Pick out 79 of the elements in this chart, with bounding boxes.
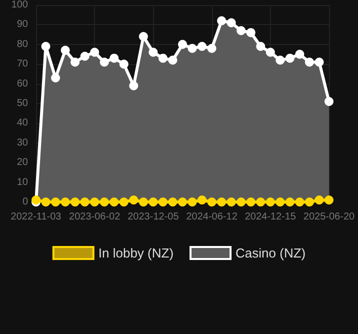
- point: [90, 48, 100, 57]
- point: [324, 196, 334, 205]
- point: [188, 198, 197, 206]
- x-tick-label: 2024-12-15: [244, 212, 296, 222]
- point: [51, 73, 60, 82]
- point: [304, 58, 314, 67]
- point: [119, 60, 128, 69]
- point: [285, 198, 294, 206]
- point: [198, 196, 207, 205]
- point: [304, 198, 314, 206]
- point: [217, 198, 226, 206]
- point: [188, 44, 197, 53]
- point: [207, 198, 216, 206]
- point: [129, 196, 138, 205]
- legend-label: In lobby (NZ): [98, 246, 174, 260]
- point: [138, 198, 148, 206]
- point: [138, 32, 148, 42]
- point: [207, 44, 216, 53]
- point: [41, 42, 50, 51]
- y-tick-label: 40: [16, 118, 28, 129]
- point: [226, 198, 236, 206]
- point: [295, 50, 304, 59]
- y-tick-label: 20: [16, 157, 28, 168]
- y-tick-label: 60: [16, 78, 28, 90]
- point: [70, 58, 80, 67]
- point: [60, 198, 70, 206]
- x-tick-label: 2025-06-20: [303, 212, 356, 222]
- y-tick-label: 80: [16, 38, 28, 50]
- point: [256, 198, 266, 206]
- x-tick-label: 2023-12-05: [128, 212, 180, 222]
- point: [178, 198, 187, 206]
- point: [266, 48, 275, 57]
- point: [110, 198, 119, 206]
- point: [60, 46, 70, 55]
- point: [295, 198, 304, 206]
- point: [158, 54, 168, 63]
- point: [178, 40, 187, 49]
- point: [246, 28, 256, 38]
- point: [100, 58, 109, 67]
- point: [285, 54, 294, 63]
- point: [100, 198, 109, 206]
- y-tick-label: 10: [16, 176, 28, 188]
- y-tick-label: 70: [16, 58, 28, 70]
- point: [70, 198, 80, 206]
- x-tick-label: 2022-11-03: [10, 212, 62, 222]
- point: [41, 198, 50, 206]
- point: [51, 198, 60, 206]
- point: [236, 26, 246, 36]
- point: [148, 198, 158, 206]
- point: [90, 198, 100, 206]
- point: [276, 198, 285, 206]
- point: [80, 52, 90, 61]
- x-tick-label: 2023-06-02: [69, 212, 121, 222]
- point: [110, 54, 119, 63]
- point: [314, 58, 324, 67]
- y-tick-label: 30: [16, 137, 28, 148]
- x-tick-label: 2024-06-12: [186, 212, 238, 222]
- point: [314, 196, 324, 205]
- point: [256, 42, 266, 51]
- point: [324, 97, 334, 106]
- point: [80, 198, 90, 206]
- y-tick-label: 0: [22, 196, 28, 208]
- point: [158, 198, 168, 206]
- y-tick-label: 90: [16, 19, 28, 30]
- point: [148, 48, 158, 57]
- point: [276, 56, 285, 65]
- point: [129, 81, 138, 90]
- y-tick-label: 100: [11, 0, 28, 10]
- point: [226, 18, 236, 28]
- point: [119, 198, 128, 206]
- point: [266, 198, 275, 206]
- point: [168, 56, 178, 65]
- point: [246, 198, 256, 206]
- point: [217, 16, 226, 26]
- legend-label: Casino (NZ): [236, 246, 306, 260]
- point: [168, 198, 178, 206]
- point: [236, 198, 246, 206]
- point: [198, 42, 207, 51]
- y-tick-label: 50: [16, 98, 28, 109]
